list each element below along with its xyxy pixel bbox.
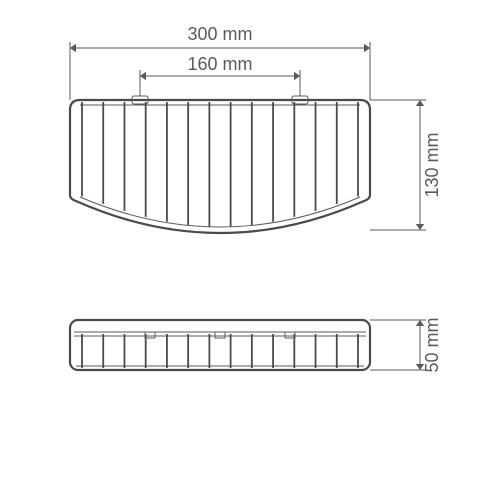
top-outline <box>70 100 370 233</box>
front-view: 50 mm <box>70 317 442 372</box>
front-outline <box>70 320 370 370</box>
dim-depth: 130 mm <box>422 132 442 197</box>
dim-inner-width: 160 mm <box>187 54 252 74</box>
dim-height: 50 mm <box>422 317 442 372</box>
dim-width: 300 mm <box>187 24 252 44</box>
top-view: 300 mm 160 mm 130 mm <box>70 24 442 233</box>
